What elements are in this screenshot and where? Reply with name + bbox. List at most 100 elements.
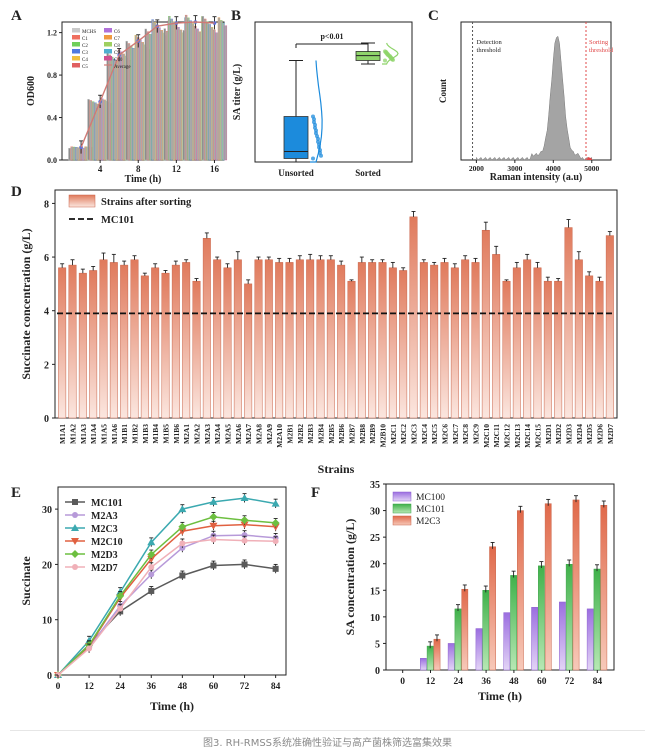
panel-a-legend-label: C7 bbox=[114, 37, 120, 42]
panel-d-bar bbox=[605, 235, 614, 419]
panel-e-ytick-label: 30 bbox=[42, 505, 52, 516]
panel-e-marker bbox=[240, 494, 249, 502]
panel-e-xtick-label: 84 bbox=[271, 682, 281, 692]
panel-a-bar bbox=[134, 34, 138, 161]
panel-b-point bbox=[311, 156, 315, 161]
panel-d-frame bbox=[54, 189, 618, 419]
panel-a-legend-label: C10 bbox=[114, 58, 123, 63]
panel-e-line-mc101 bbox=[57, 563, 276, 676]
panel-a-xtick-label: 8 bbox=[136, 164, 141, 174]
panel-e-ylabel: Succinate bbox=[19, 556, 33, 606]
panel-a-ytick-label: 0.8 bbox=[47, 71, 57, 80]
panel-a-bar bbox=[189, 20, 192, 161]
panel-d-ytick-label: 4 bbox=[44, 307, 49, 318]
panel-d-bar bbox=[78, 272, 87, 419]
panel-d-xtick-label: M2C14 bbox=[523, 424, 532, 448]
panel-a-legend-label: Average bbox=[114, 65, 131, 70]
panel-d-legend-label: Strains after sorting bbox=[101, 197, 192, 208]
panel-f-bar-mc101 bbox=[538, 565, 545, 671]
panel-e-marker bbox=[86, 645, 93, 652]
panel-e-marker bbox=[147, 538, 156, 546]
panel-e-xtick-label: 60 bbox=[209, 682, 219, 692]
panel-a-bar bbox=[75, 147, 78, 161]
panel-a-bar bbox=[156, 24, 159, 161]
panel-f-bar-mc101 bbox=[426, 645, 434, 671]
panel-d-bar bbox=[347, 280, 356, 419]
panel-a-bar bbox=[94, 102, 97, 161]
panel-d-ytick-label: 6 bbox=[44, 253, 49, 264]
panel-f-bar-mc101 bbox=[510, 575, 517, 671]
panel-a-bar bbox=[182, 30, 185, 161]
panel-b-point bbox=[313, 125, 317, 130]
panel-d-bar bbox=[399, 270, 408, 419]
panel-a-bar bbox=[91, 101, 95, 161]
panel-d-bar bbox=[492, 254, 501, 419]
panel-c-xtick-label: 5000 bbox=[584, 164, 599, 173]
panel-a-bar bbox=[179, 29, 183, 161]
panel-b-point bbox=[390, 57, 394, 62]
panel-d-bar bbox=[450, 267, 459, 419]
panel-e-marker bbox=[210, 562, 217, 569]
panel-d-xtick-label: M2C2 bbox=[399, 424, 408, 444]
panel-a-bar bbox=[77, 147, 80, 161]
panel-f-bar-mc100 bbox=[531, 607, 538, 671]
panel-a-bar bbox=[215, 32, 218, 161]
panel-a-bar bbox=[144, 28, 147, 161]
panel-d-xtick-label: M2C7 bbox=[451, 424, 460, 444]
panel-d-legend-swatch bbox=[68, 194, 96, 208]
panel-d-xtick-label: M1A3 bbox=[79, 424, 88, 444]
panel-letter-e: E bbox=[11, 485, 21, 501]
panel-d-bar bbox=[151, 267, 160, 419]
panel-a-legend-label: C9 bbox=[114, 51, 120, 56]
panel-f-bar-m2c3 bbox=[489, 546, 496, 671]
panel-d-bar bbox=[285, 262, 294, 419]
panel-d-bar bbox=[58, 267, 67, 419]
panel-f-xtick-label: 36 bbox=[481, 677, 491, 687]
panel-a-bar bbox=[191, 23, 195, 161]
panel-e-legend-label: M2D7 bbox=[91, 563, 118, 574]
panel-f-frame bbox=[385, 483, 615, 671]
panel-f-ytick-label: 10 bbox=[370, 613, 380, 624]
panel-d-xtick-label: M2D6 bbox=[596, 424, 605, 444]
panel-e-marker bbox=[71, 550, 79, 558]
panel-d-xtick-label: M2A8 bbox=[255, 424, 264, 444]
panel-d-bar bbox=[109, 262, 118, 419]
panel-e-ytick-label: 0 bbox=[47, 671, 52, 682]
panel-a-bar bbox=[165, 31, 169, 161]
panel-d-xtick-label: M2B4 bbox=[317, 424, 326, 444]
panel-d-xtick-label: M2C13 bbox=[513, 424, 522, 448]
panel-e-ytick-label: 10 bbox=[42, 616, 52, 627]
panel-c-xtick-label: 2000 bbox=[469, 164, 484, 173]
panel-a-bar bbox=[172, 21, 176, 161]
panel-c-annotation-sorting: threshold bbox=[589, 47, 614, 54]
panel-d-xtick-label: M2A7 bbox=[244, 424, 253, 444]
panel-a-bar bbox=[194, 25, 197, 161]
panel-d-xtick-label: M2D2 bbox=[554, 424, 563, 444]
panel-c-xtick-label: 4000 bbox=[546, 164, 561, 173]
panel-e-line-m2d7 bbox=[57, 538, 276, 676]
panel-d-xtick-label: M2B7 bbox=[348, 424, 357, 444]
panel-letter-d: D bbox=[11, 184, 22, 200]
panel-a-legend-swatch bbox=[72, 35, 80, 40]
panel-a-bar bbox=[125, 40, 128, 161]
panel-f-bar-mc101 bbox=[454, 608, 462, 671]
panel-d-bar bbox=[523, 259, 532, 419]
panel-e-marker bbox=[72, 512, 78, 518]
panel-d-bar bbox=[213, 259, 222, 419]
panel-f-bar-mc100 bbox=[447, 643, 455, 671]
panel-d-bar bbox=[481, 229, 490, 419]
panel-f-ytick-label: 5 bbox=[375, 639, 380, 650]
panel-d-xtick-label: M2C9 bbox=[472, 424, 481, 444]
panel-d-bar bbox=[120, 264, 129, 419]
panel-a-bar bbox=[70, 146, 73, 161]
panel-a-bar bbox=[106, 52, 109, 161]
panel-d-bar bbox=[419, 262, 428, 419]
panel-e-frame bbox=[57, 486, 287, 676]
panel-d-xtick-label: M2C15 bbox=[534, 424, 543, 448]
panel-d-bar bbox=[306, 259, 315, 419]
panel-d-bar bbox=[502, 280, 511, 419]
panel-d-bar bbox=[461, 259, 470, 419]
panel-a-bar bbox=[224, 25, 228, 161]
panel-d-xtick-label: M1A6 bbox=[110, 424, 119, 444]
